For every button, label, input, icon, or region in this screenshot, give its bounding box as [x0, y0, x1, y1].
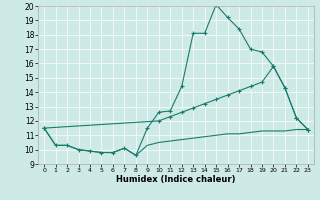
X-axis label: Humidex (Indice chaleur): Humidex (Indice chaleur): [116, 175, 236, 184]
